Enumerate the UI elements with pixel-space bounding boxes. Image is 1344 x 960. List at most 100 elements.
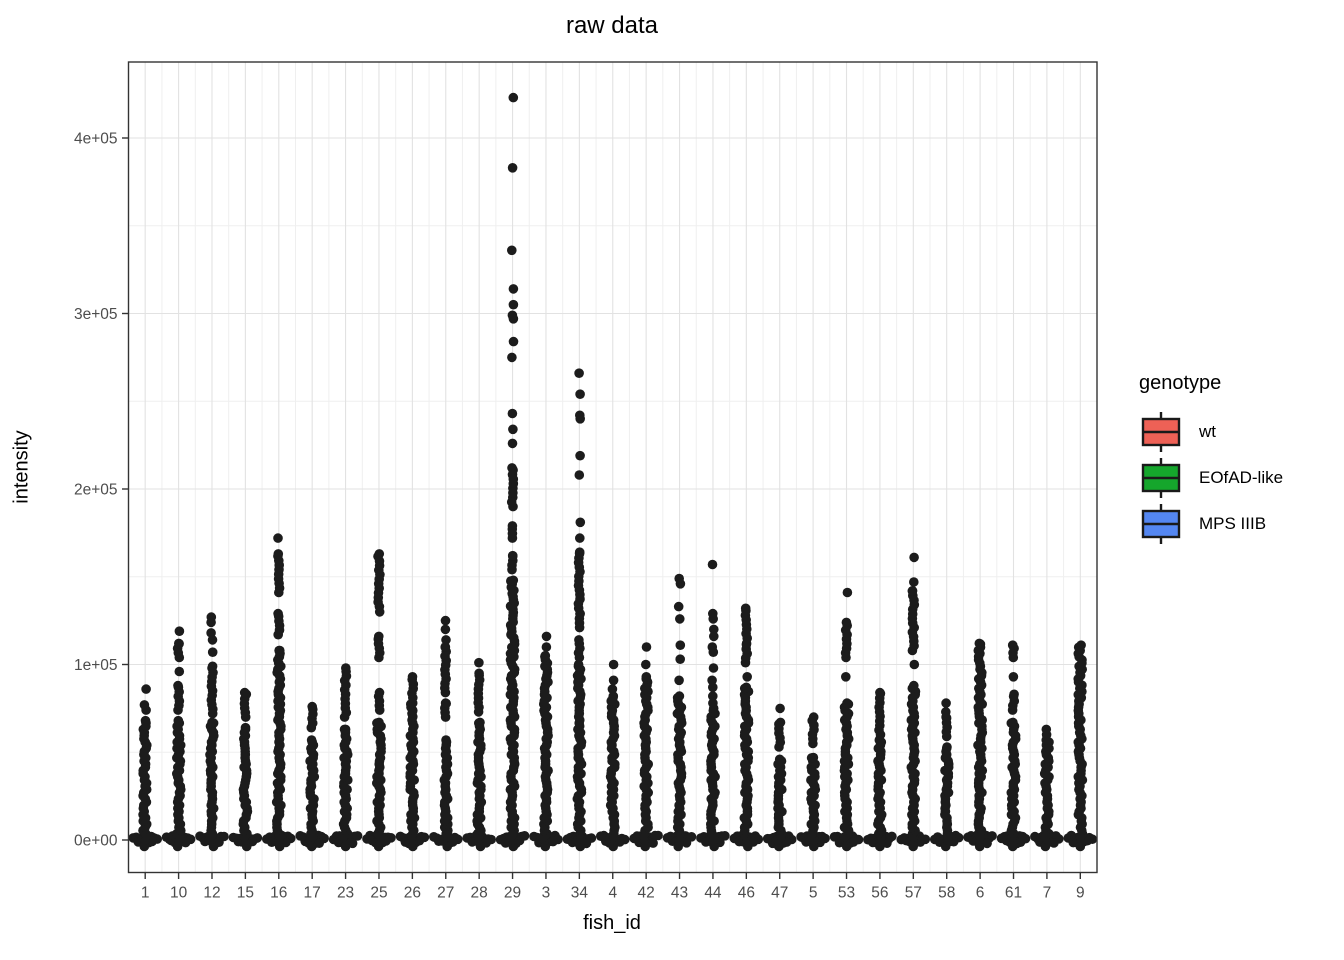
- data-point: [306, 735, 317, 745]
- data-point: [741, 682, 752, 693]
- data-point: [720, 831, 730, 841]
- data-point: [174, 638, 184, 649]
- data-point: [909, 577, 919, 587]
- data-point: [987, 831, 997, 841]
- data-point: [775, 703, 785, 714]
- data-point: [374, 631, 384, 642]
- data-point: [352, 831, 363, 841]
- data-point: [842, 587, 853, 598]
- legend-entry-eofad-like: EOfAD-like: [1139, 455, 1339, 501]
- data-point: [641, 642, 652, 652]
- data-point: [274, 645, 284, 656]
- data-point: [508, 299, 519, 310]
- data-point: [1076, 640, 1086, 650]
- data-point: [207, 717, 217, 728]
- x-tick-label: 26: [404, 885, 421, 902]
- data-point: [507, 310, 518, 321]
- data-point: [742, 672, 752, 682]
- points-fish-47: [762, 703, 797, 852]
- points-fish-16: [262, 533, 296, 852]
- data-point: [574, 368, 584, 379]
- data-point: [441, 635, 451, 645]
- points-fish-7: [1030, 724, 1064, 852]
- data-point: [641, 672, 652, 682]
- data-point: [875, 687, 885, 698]
- boxplot-key-icon: [1141, 412, 1181, 452]
- points-fish-25: [362, 549, 396, 852]
- x-tick-label: 5: [809, 885, 818, 902]
- data-point: [508, 424, 518, 435]
- points-fish-5: [796, 712, 830, 852]
- data-point: [608, 675, 619, 686]
- points-fish-9: [1063, 640, 1098, 852]
- x-tick-label: 7: [1043, 885, 1052, 902]
- data-point: [708, 698, 718, 708]
- points-fish-26: [395, 672, 430, 852]
- x-tick-label: 16: [270, 885, 287, 902]
- points-fish-46: [729, 603, 764, 852]
- data-point: [641, 659, 651, 670]
- x-tick-label: 58: [938, 885, 955, 902]
- x-tick-label: 53: [838, 885, 855, 902]
- x-tick-label: 6: [976, 885, 985, 902]
- points-fish-3: [529, 631, 563, 852]
- points-fish-6: [963, 638, 997, 852]
- data-point: [674, 691, 685, 701]
- data-point: [909, 680, 919, 691]
- data-point: [507, 163, 518, 173]
- grid-minor: [128, 62, 1097, 873]
- data-point: [440, 615, 451, 626]
- data-point: [541, 642, 552, 652]
- data-point: [440, 698, 451, 708]
- x-tick-label: 23: [337, 885, 354, 902]
- data-point: [374, 687, 385, 698]
- data-point: [574, 470, 585, 480]
- points-fish-34: [562, 368, 597, 852]
- data-point: [775, 717, 786, 728]
- points-fish-4: [596, 659, 630, 852]
- data-point: [240, 722, 251, 733]
- chart-title: raw data: [565, 12, 659, 39]
- points-fish-1: [128, 684, 162, 852]
- data-point: [574, 635, 584, 645]
- x-tick-label: 1: [141, 885, 150, 902]
- data-point: [1008, 672, 1019, 682]
- data-point: [341, 663, 351, 673]
- data-point: [207, 647, 218, 657]
- data-point: [708, 608, 718, 619]
- y-axis-title: intensity: [10, 430, 33, 504]
- legend-entry-mps-iiib: MPS IIIB: [1139, 501, 1339, 547]
- data-point: [909, 659, 920, 670]
- data-point: [374, 607, 385, 617]
- data-point: [675, 654, 685, 664]
- tick-labels: 0e+00 1e+05 2e+05 3e+05 4e+05 1 10 12 15 16 17 23 25…: [74, 131, 1085, 902]
- points-fish-44: [696, 559, 730, 852]
- data-point: [508, 336, 519, 347]
- x-tick-label: 10: [170, 885, 188, 902]
- data-point: [708, 691, 718, 701]
- boxplot-key-icon: [1141, 458, 1181, 498]
- data-point: [740, 603, 751, 614]
- legend-entry-wt: wt: [1139, 409, 1339, 455]
- data-point: [440, 624, 451, 635]
- data-point: [273, 533, 283, 543]
- data-point: [808, 712, 819, 722]
- data-point: [1008, 717, 1018, 728]
- data-point: [974, 638, 985, 649]
- data-point: [206, 628, 216, 638]
- data-point: [842, 698, 852, 708]
- data-point: [808, 752, 819, 763]
- legend-title: genotype: [1139, 372, 1222, 394]
- x-tick-label: 46: [738, 885, 755, 902]
- data-point: [507, 521, 518, 531]
- points-fish-58: [929, 698, 964, 852]
- data-point: [273, 608, 283, 619]
- data-point: [307, 701, 318, 712]
- data-point: [174, 666, 185, 677]
- x-tick-label: 15: [237, 885, 254, 902]
- data-point: [314, 838, 325, 848]
- data-point: [407, 672, 418, 682]
- data-point: [540, 650, 551, 661]
- x-tick-label: 28: [471, 885, 488, 902]
